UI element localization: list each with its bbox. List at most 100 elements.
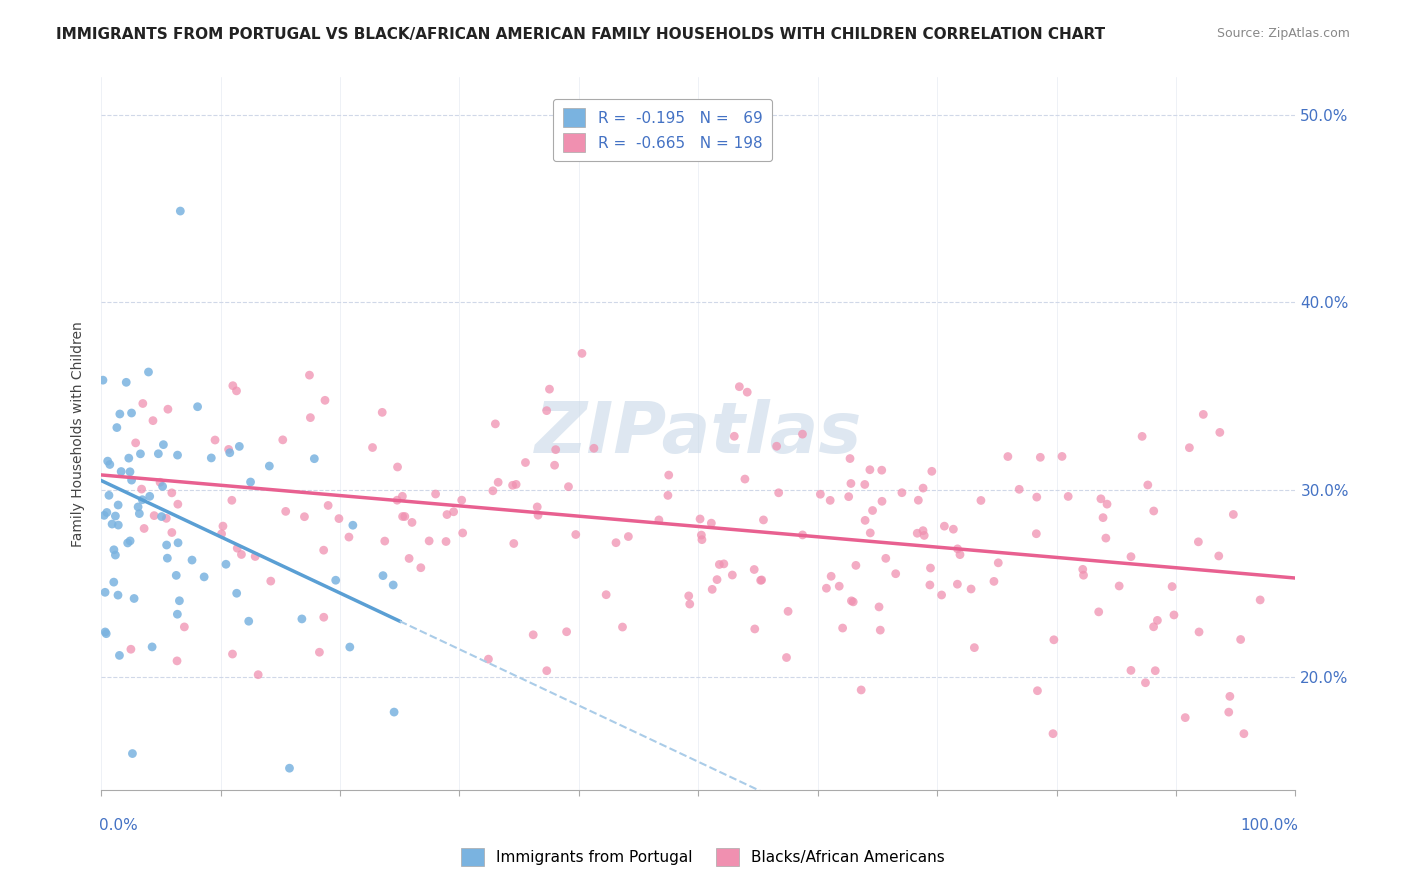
- Point: [226, 541, 249, 556]
- Point: [486, 475, 509, 490]
- Point: [1057, 490, 1080, 504]
- Point: [142, 414, 165, 428]
- Point: [121, 406, 143, 420]
- Point: [91, 373, 114, 387]
- Point: [104, 509, 127, 524]
- Point: [120, 642, 142, 657]
- Point: [105, 420, 128, 434]
- Point: [1192, 408, 1215, 422]
- Point: [920, 561, 942, 575]
- Point: [1143, 504, 1166, 518]
- Point: [1208, 549, 1230, 563]
- Point: [103, 542, 125, 557]
- Point: [905, 526, 928, 541]
- Point: [678, 589, 700, 603]
- Point: [752, 513, 775, 527]
- Point: [314, 393, 336, 408]
- Point: [132, 521, 155, 535]
- Point: [245, 549, 267, 564]
- Point: [1050, 450, 1073, 464]
- Point: [1008, 483, 1031, 497]
- Point: [374, 534, 396, 549]
- Point: [328, 511, 350, 525]
- Point: [815, 581, 838, 595]
- Point: [612, 620, 634, 634]
- Point: [1163, 607, 1185, 622]
- Point: [845, 558, 868, 573]
- Point: [1095, 531, 1118, 545]
- Point: [436, 508, 458, 522]
- Point: [385, 493, 408, 508]
- Point: [443, 505, 465, 519]
- Point: [1071, 562, 1094, 576]
- Point: [225, 586, 247, 600]
- Point: [1043, 632, 1066, 647]
- Point: [963, 640, 986, 655]
- Point: [884, 566, 907, 581]
- Point: [187, 400, 209, 414]
- Y-axis label: Family Households with Children: Family Households with Children: [72, 321, 86, 547]
- Point: [838, 490, 860, 504]
- Point: [890, 485, 912, 500]
- Text: ZIPatlas: ZIPatlas: [534, 400, 862, 468]
- Point: [128, 507, 150, 521]
- Point: [129, 447, 152, 461]
- Point: [391, 509, 413, 524]
- Point: [115, 376, 138, 390]
- Point: [342, 518, 364, 533]
- Point: [218, 446, 240, 460]
- Point: [121, 747, 143, 761]
- Point: [987, 556, 1010, 570]
- Point: [1249, 593, 1271, 607]
- Point: [325, 573, 347, 587]
- Point: [582, 442, 605, 456]
- Point: [225, 384, 247, 398]
- Point: [749, 574, 772, 588]
- Point: [418, 533, 440, 548]
- Point: [1233, 727, 1256, 741]
- Point: [132, 396, 155, 410]
- Point: [409, 560, 432, 574]
- Point: [124, 435, 146, 450]
- Point: [658, 468, 681, 483]
- Point: [735, 385, 758, 400]
- Point: [1146, 613, 1168, 627]
- Point: [149, 475, 172, 490]
- Point: [605, 535, 627, 549]
- Point: [918, 578, 941, 592]
- Text: 100.0%: 100.0%: [1240, 819, 1298, 833]
- Point: [765, 439, 787, 453]
- Legend: R =  -0.195   N =   69, R =  -0.665   N = 198: R = -0.195 N = 69, R = -0.665 N = 198: [554, 99, 772, 161]
- Point: [768, 485, 790, 500]
- Point: [166, 448, 188, 462]
- Point: [228, 439, 250, 453]
- Point: [828, 579, 851, 593]
- Point: [536, 403, 558, 417]
- Point: [543, 458, 565, 473]
- Point: [238, 614, 260, 628]
- Point: [502, 536, 524, 550]
- Point: [193, 570, 215, 584]
- Point: [222, 378, 245, 392]
- Point: [690, 533, 713, 547]
- Point: [110, 465, 132, 479]
- Point: [723, 429, 745, 443]
- Point: [382, 578, 405, 592]
- Point: [204, 433, 226, 447]
- Point: [1087, 605, 1109, 619]
- Point: [1025, 526, 1047, 541]
- Point: [304, 451, 326, 466]
- Point: [165, 568, 187, 582]
- Point: [160, 525, 183, 540]
- Point: [316, 499, 339, 513]
- Point: [1161, 580, 1184, 594]
- Point: [808, 487, 831, 501]
- Point: [166, 607, 188, 622]
- Point: [744, 622, 766, 636]
- Point: [792, 427, 814, 442]
- Point: [398, 551, 420, 566]
- Point: [278, 761, 301, 775]
- Point: [103, 575, 125, 590]
- Point: [907, 493, 929, 508]
- Point: [1108, 579, 1130, 593]
